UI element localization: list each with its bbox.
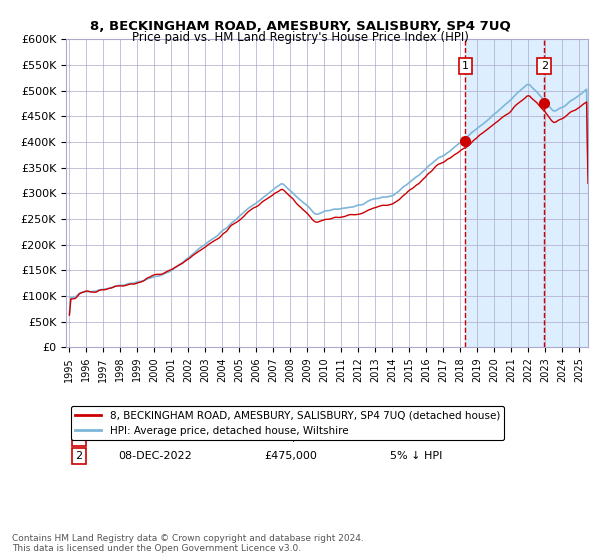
Text: Price paid vs. HM Land Registry's House Price Index (HPI): Price paid vs. HM Land Registry's House … (131, 31, 469, 44)
Text: £475,000: £475,000 (265, 451, 317, 461)
Text: 8, BECKINGHAM ROAD, AMESBURY, SALISBURY, SP4 7UQ: 8, BECKINGHAM ROAD, AMESBURY, SALISBURY,… (89, 20, 511, 32)
Text: Contains HM Land Registry data © Crown copyright and database right 2024.
This d: Contains HM Land Registry data © Crown c… (12, 534, 364, 553)
Text: 18-APR-2018: 18-APR-2018 (118, 433, 190, 443)
Text: 2: 2 (76, 451, 83, 461)
Text: 08-DEC-2022: 08-DEC-2022 (118, 451, 192, 461)
Text: 1: 1 (462, 61, 469, 71)
Bar (466, 39, 588, 347)
Text: 1: 1 (76, 433, 83, 443)
Text: 5% ↓ HPI: 5% ↓ HPI (389, 451, 442, 461)
Text: 2: 2 (541, 61, 548, 71)
Text: 3% ↓ HPI: 3% ↓ HPI (389, 433, 442, 443)
Legend: 8, BECKINGHAM ROAD, AMESBURY, SALISBURY, SP4 7UQ (detached house), HPI: Average : 8, BECKINGHAM ROAD, AMESBURY, SALISBURY,… (71, 407, 504, 440)
Text: £401,751: £401,751 (265, 433, 317, 443)
